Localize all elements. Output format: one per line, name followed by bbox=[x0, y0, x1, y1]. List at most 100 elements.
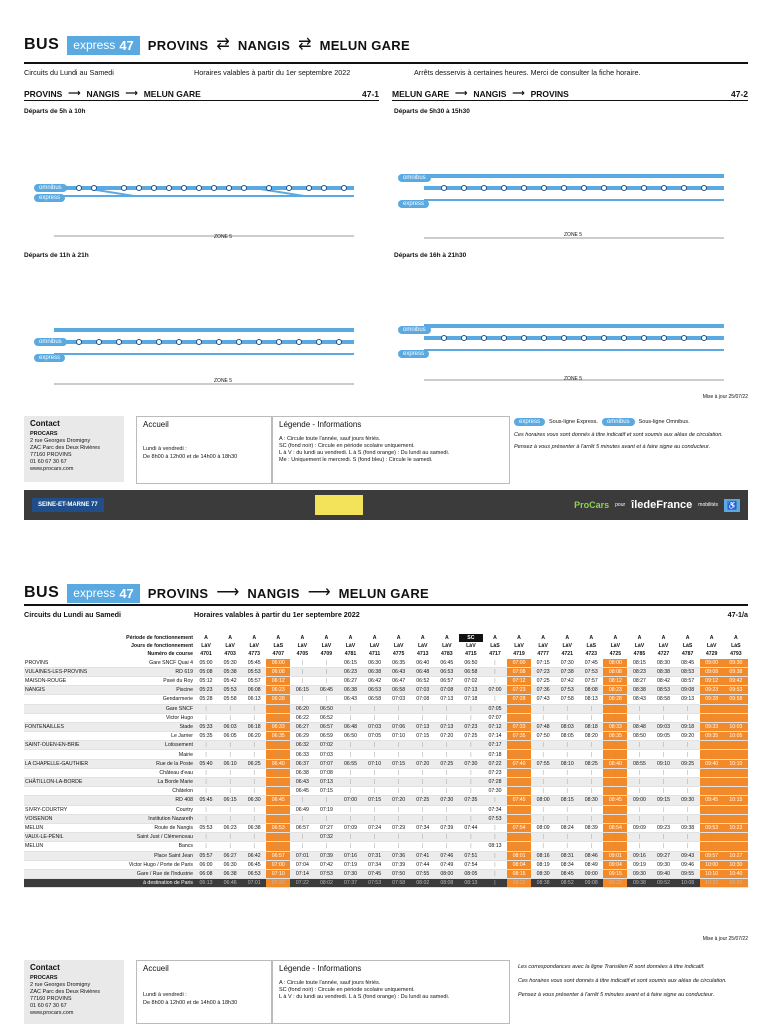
time-cell: 06:30 bbox=[362, 658, 387, 668]
time-cell: | bbox=[194, 814, 219, 824]
time-cell: | bbox=[627, 841, 652, 852]
time-cell: | bbox=[338, 786, 363, 797]
time-cell: 09:09 bbox=[627, 823, 652, 834]
time-cell: 07:28 bbox=[507, 694, 532, 705]
time-cell: 06:00 bbox=[266, 658, 291, 668]
time-cell: 06:57 bbox=[434, 676, 459, 687]
contact-website[interactable]: www.procars.com bbox=[30, 466, 74, 472]
time-cell: | bbox=[699, 749, 724, 760]
time-cell: 09:08 bbox=[579, 878, 604, 889]
time-cell: | bbox=[290, 832, 315, 843]
time-cell: | bbox=[314, 667, 339, 677]
time-cell: 07:00 bbox=[338, 795, 363, 806]
time-cell: | bbox=[362, 704, 387, 714]
time-cell: 07:45 bbox=[362, 869, 387, 880]
dir1-number: 47-1 bbox=[361, 88, 379, 99]
row-city: MELUN bbox=[24, 841, 102, 852]
time-cell: 06:57 bbox=[266, 851, 291, 861]
time-cell: 07:51 bbox=[458, 851, 483, 861]
header-rule bbox=[24, 604, 748, 606]
time-cell: | bbox=[555, 832, 580, 843]
time-cell: 06:46 bbox=[218, 878, 243, 889]
time-cell: | bbox=[458, 786, 483, 797]
time-cell: | bbox=[362, 832, 387, 843]
days-info: Circuits du Lundi au Samedi bbox=[24, 68, 114, 77]
omnibus-label: omnibus bbox=[34, 338, 67, 346]
time-cell: | bbox=[651, 740, 676, 751]
stops-notice: Arrêts desservis à certaines heures. Mer… bbox=[414, 68, 641, 77]
header-cell: LàS bbox=[682, 643, 693, 650]
time-cell: 07:20 bbox=[410, 759, 435, 769]
time-cell: 07:12 bbox=[507, 676, 532, 687]
time-cell: 05:42 bbox=[218, 676, 243, 687]
row-stop: Piscine bbox=[102, 685, 194, 696]
time-cell: 05:53 bbox=[242, 667, 267, 677]
time-cell: | bbox=[386, 740, 411, 751]
zone-label: ZONE 5 bbox=[564, 376, 583, 382]
time-cell: | bbox=[531, 814, 556, 824]
row-city bbox=[24, 694, 102, 705]
time-cell: | bbox=[603, 713, 628, 723]
time-cell: 08:33 bbox=[603, 722, 628, 733]
timetable-page-2: BUS express 47 PROVINS ⟶ NANGIS ⟶ MELUN G… bbox=[24, 572, 748, 1024]
row-stop: Rue de la Poste bbox=[102, 759, 194, 769]
time-cell: | bbox=[699, 768, 724, 779]
time-cell: 06:13 bbox=[194, 878, 219, 889]
legend-title: Légende - Informations bbox=[279, 420, 362, 429]
time-cell: 06:50 bbox=[338, 731, 363, 742]
time-cell: | bbox=[266, 832, 291, 843]
header-cell: LàV bbox=[225, 643, 235, 650]
time-cell: 07:12 bbox=[482, 722, 508, 733]
time-cell: 07:54 bbox=[507, 823, 532, 834]
time-cell: | bbox=[218, 832, 243, 843]
time-cell: 07:15 bbox=[531, 658, 556, 668]
time-cell: | bbox=[410, 749, 435, 760]
time-cell: 08:31 bbox=[555, 851, 580, 861]
time-cell: 08:48 bbox=[627, 722, 652, 733]
time-cell: | bbox=[555, 786, 580, 797]
time-cell: 06:23 bbox=[266, 685, 291, 696]
time-cell: 09:30 bbox=[723, 658, 748, 668]
time-cell: 06:28 bbox=[266, 694, 291, 705]
row-stop: Château d'eau bbox=[102, 768, 194, 779]
time-cell: | bbox=[699, 777, 724, 788]
time-cell: 06:38 bbox=[290, 768, 315, 779]
header-cell: A bbox=[517, 635, 521, 642]
notes-box: express Sous-ligne Express. omnibus Sous… bbox=[514, 418, 748, 450]
header-cell: A bbox=[637, 635, 642, 642]
time-cell: 06:43 bbox=[290, 777, 315, 788]
footer-logos: SEINE-ET-MARNE 77 ProCars pour îledeFran… bbox=[24, 490, 748, 520]
header-cell: LàV bbox=[634, 643, 645, 650]
time-cell: | bbox=[507, 740, 532, 751]
bus-label: BUS bbox=[24, 36, 60, 53]
time-cell: 09:00 bbox=[627, 795, 652, 806]
legend-lav: L à V : du lundi au vendredi. L à S (fon… bbox=[279, 450, 450, 456]
time-cell: | bbox=[723, 786, 748, 797]
time-cell: | bbox=[723, 841, 748, 852]
header-cell: LàS bbox=[731, 643, 741, 650]
time-cell: 07:22 bbox=[482, 759, 508, 769]
time-cell: 07:45 bbox=[507, 795, 532, 806]
time-cell: 07:01 bbox=[290, 851, 315, 861]
table-header-row: Période de fonctionnement A A A A A A A A A A A SC A A… bbox=[24, 634, 748, 643]
time-cell: | bbox=[290, 814, 315, 824]
legend-me: Me : Uniquement le mercredi. S (fond ble… bbox=[279, 457, 433, 463]
time-cell: 08:45 bbox=[675, 658, 700, 668]
time-cell: | bbox=[338, 704, 363, 714]
header-cell: 4781 bbox=[344, 651, 357, 658]
time-cell: 08:16 bbox=[531, 851, 556, 861]
bus-label: BUS bbox=[24, 584, 60, 601]
time-cell: | bbox=[434, 777, 459, 788]
contact-box: Contact PROCARS 2 rue Georges Dromigny Z… bbox=[24, 960, 124, 1024]
time-cell: | bbox=[627, 814, 652, 824]
row-city: MAISON-ROUGE bbox=[24, 676, 102, 687]
time-cell: 09:45 bbox=[699, 795, 724, 806]
contact-website[interactable]: www.procars.com bbox=[30, 1010, 74, 1016]
time-cell: 07:19 bbox=[338, 860, 363, 870]
time-cell: | bbox=[458, 740, 483, 751]
time-cell: | bbox=[194, 777, 219, 788]
time-cell: | bbox=[579, 777, 604, 788]
time-cell: | bbox=[242, 768, 267, 779]
time-cell: 06:23 bbox=[218, 823, 243, 834]
time-cell: 09:01 bbox=[603, 851, 628, 861]
